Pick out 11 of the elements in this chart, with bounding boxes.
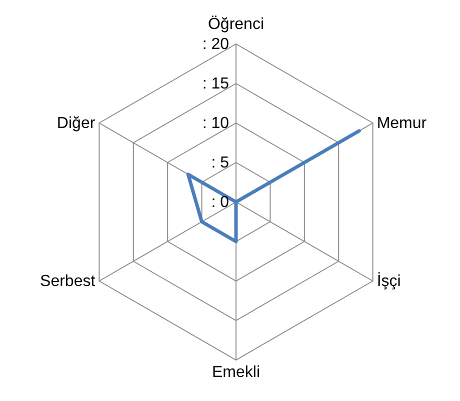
- spoke-label: İşçi: [376, 272, 401, 290]
- spoke-label: Diğer: [56, 115, 96, 132]
- y-tick-label: : 0: [211, 194, 230, 211]
- y-tick-label: : 20: [202, 36, 230, 53]
- spoke-label: Öğrenci: [208, 15, 264, 33]
- y-tick-label: : 5: [211, 154, 230, 172]
- spoke-label: Memur: [376, 115, 428, 132]
- y-tick-label: : 10: [202, 115, 230, 132]
- spoke-label: Serbest: [40, 273, 96, 290]
- y-tick-label: : 15: [202, 76, 230, 92]
- spoke-label: Emekli: [212, 364, 260, 381]
